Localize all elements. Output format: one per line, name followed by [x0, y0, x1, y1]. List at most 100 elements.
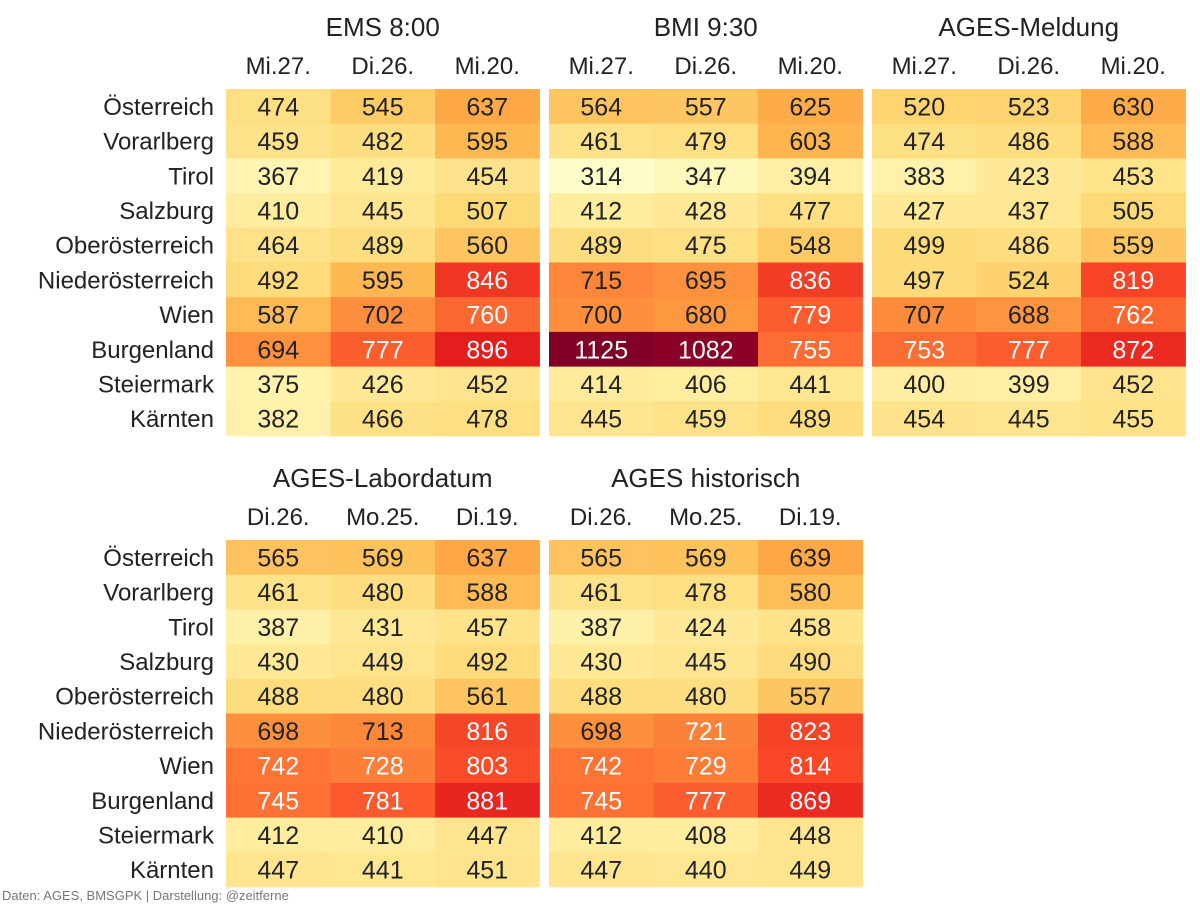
heatmap-cell [653, 540, 759, 576]
row-label: Vorarlberg [103, 129, 214, 156]
cell-value: 565 [580, 544, 622, 572]
cell-value: 755 [789, 336, 831, 364]
cell-value: 869 [789, 787, 831, 815]
heatmap-cell [226, 401, 331, 437]
heatmap-cell [653, 401, 759, 437]
cell-value: 454 [903, 406, 945, 434]
row-label: Salzburg [119, 198, 214, 225]
cell-value: 448 [789, 822, 831, 850]
cell-value: 382 [257, 406, 299, 434]
heatmap-cell [549, 852, 654, 888]
heatmap-cell [330, 123, 436, 159]
heatmap-cell [653, 158, 759, 194]
cell-value: 431 [362, 614, 404, 642]
heatmap-cell [653, 193, 759, 229]
cell-value: 488 [580, 683, 622, 711]
cell-value: 557 [789, 683, 831, 711]
heatmap-cell [330, 748, 436, 784]
cell-value: 412 [580, 197, 622, 225]
heatmap-cell [330, 713, 436, 749]
heatmap-cell [653, 748, 759, 784]
cell-value: 447 [257, 857, 299, 885]
heatmap-cell [653, 644, 759, 680]
column-label: Mi.27. [569, 53, 634, 80]
cell-value: 475 [685, 232, 727, 260]
cell-value: 561 [466, 683, 508, 711]
heatmap-cell [653, 609, 759, 645]
cell-value: 445 [580, 406, 622, 434]
heatmap-cell [330, 401, 436, 437]
cell-value: 445 [685, 648, 727, 676]
cell-value: 486 [1008, 232, 1050, 260]
heatmap-cell [1081, 227, 1186, 263]
cell-value: 478 [466, 406, 508, 434]
cell-value: 760 [466, 302, 508, 330]
cell-value: 524 [1008, 267, 1050, 295]
heatmap-cell [435, 366, 540, 402]
cell-value: 461 [580, 579, 622, 607]
heatmap-cell [549, 89, 654, 125]
heatmap-cell [330, 852, 436, 888]
column-label: Mi.20. [778, 53, 843, 80]
cell-value: 464 [257, 232, 299, 260]
cell-value: 713 [362, 718, 404, 746]
column-label: Di.26. [570, 504, 633, 531]
heatmap-cell [872, 366, 977, 402]
heatmap-cell [330, 609, 436, 645]
heatmap-cell [549, 193, 654, 229]
heatmap-cell [976, 262, 1082, 298]
heatmap-cell [653, 817, 759, 853]
heatmap-cell [549, 713, 654, 749]
cell-value: 729 [685, 753, 727, 781]
heatmap-cell [549, 644, 654, 680]
heatmap-cell [435, 193, 540, 229]
heatmap-cell [549, 678, 654, 714]
cell-value: 492 [466, 648, 508, 676]
cell-value: 490 [789, 648, 831, 676]
heatmap-cell [435, 297, 540, 333]
heatmap-cell [549, 297, 654, 333]
heatmap-cell [435, 574, 540, 610]
heatmap-cell [226, 817, 331, 853]
heatmap-cell [872, 227, 977, 263]
cell-value: 445 [362, 197, 404, 225]
heatmap-cell [976, 331, 1082, 367]
cell-value: 695 [685, 267, 727, 295]
cell-value: 445 [1008, 406, 1050, 434]
heatmap-cell [226, 644, 331, 680]
cell-value: 742 [257, 753, 299, 781]
heatmap-cell [330, 158, 436, 194]
heatmap-cell [226, 331, 331, 367]
cell-value: 688 [1008, 302, 1050, 330]
heatmap-cell [653, 366, 759, 402]
cell-value: 459 [685, 406, 727, 434]
heatmap-cell [653, 297, 759, 333]
cell-value: 781 [362, 787, 404, 815]
heatmap-cell [1081, 262, 1186, 298]
cell-value: 449 [789, 857, 831, 885]
cell-value: 466 [362, 406, 404, 434]
column-label: Mi.27. [892, 53, 957, 80]
cell-value: 587 [257, 302, 299, 330]
heatmap-cell [435, 782, 540, 818]
heatmap-cell [549, 366, 654, 402]
cell-value: 779 [789, 302, 831, 330]
heatmap-cell [330, 262, 436, 298]
cell-value: 427 [903, 197, 945, 225]
heatmap-cell [226, 748, 331, 784]
heatmap-cell [549, 574, 654, 610]
heatmap-cell [330, 574, 436, 610]
cell-value: 383 [903, 163, 945, 191]
cell-value: 819 [1112, 267, 1154, 295]
cell-value: 453 [1112, 163, 1154, 191]
cell-value: 569 [685, 544, 727, 572]
heatmap-cell [758, 713, 863, 749]
heatmap-cell [549, 401, 654, 437]
heatmap-cell [549, 817, 654, 853]
cell-value: 461 [257, 579, 299, 607]
heatmap-cell [872, 89, 977, 125]
cell-value: 489 [580, 232, 622, 260]
panel-title: BMI 9:30 [654, 12, 758, 42]
